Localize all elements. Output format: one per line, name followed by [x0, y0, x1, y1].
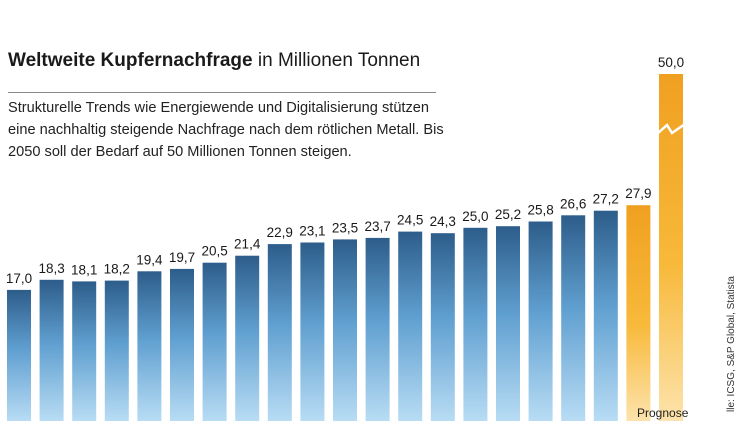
value-label-19: 27,9 — [625, 186, 651, 201]
title-bold: Weltweite Kupfernachfrage — [8, 50, 253, 71]
value-label-2: 18,1 — [71, 262, 97, 277]
bar-3 — [104, 280, 129, 421]
value-label-3: 18,2 — [104, 262, 130, 277]
value-label-17: 26,6 — [560, 196, 586, 211]
title-divider — [8, 92, 436, 93]
value-label-12: 24,5 — [397, 213, 423, 228]
bar-7 — [235, 255, 260, 421]
chart-title: Weltweite Kupfernachfrage in Millionen T… — [8, 50, 420, 72]
title-unit: in Millionen Tonnen — [257, 50, 421, 71]
bar-0 — [7, 289, 31, 421]
value-labels-group: 17,0 18,3 18,1 18,2 19,4 19,7 20,5 21,4 22,9 23,1… — [6, 55, 684, 286]
bar-12 — [398, 231, 423, 421]
value-label-10: 23,5 — [332, 220, 358, 235]
bar-8 — [267, 244, 292, 421]
value-label-11: 23,7 — [364, 219, 390, 234]
bar-16 — [528, 221, 553, 421]
value-label-0: 17,0 — [6, 271, 32, 286]
value-label-4: 19,4 — [136, 252, 163, 267]
value-label-9: 23,1 — [299, 224, 325, 239]
bar-11 — [365, 237, 390, 421]
bar-14 — [463, 227, 488, 421]
value-label-15: 25,2 — [495, 207, 521, 222]
chart-subtitle: Strukturelle Trends wie Energiewende und… — [8, 100, 444, 160]
value-label-7: 21,4 — [234, 237, 261, 252]
forecast-label: Prognose — [637, 406, 689, 420]
bar-10 — [333, 239, 357, 421]
value-label-14: 25,0 — [462, 209, 488, 224]
value-label-13: 24,3 — [430, 214, 456, 229]
value-label-8: 22,9 — [267, 225, 293, 240]
bar-19 — [626, 205, 651, 421]
bar-6 — [202, 262, 227, 421]
bar-4 — [137, 271, 162, 421]
value-label-5: 19,7 — [169, 250, 195, 265]
value-label-20: 50,0 — [658, 55, 684, 70]
bar-20 — [659, 74, 683, 421]
bar-17 — [561, 215, 586, 421]
bar-15 — [496, 226, 520, 421]
axis-break-mark — [656, 122, 686, 135]
value-label-18: 27,2 — [593, 192, 619, 207]
bar-13 — [430, 233, 455, 421]
bar-5 — [170, 268, 194, 421]
bar-1 — [39, 279, 64, 421]
source-note: lle: ICSG, S&P Global, Statista — [726, 276, 737, 412]
value-label-6: 20,5 — [201, 244, 227, 259]
bar-2 — [72, 281, 97, 421]
value-label-1: 18,3 — [38, 261, 64, 276]
value-label-16: 25,8 — [527, 203, 553, 218]
bar-18 — [593, 210, 618, 421]
bar-9 — [300, 242, 325, 421]
bars-group — [7, 74, 686, 421]
